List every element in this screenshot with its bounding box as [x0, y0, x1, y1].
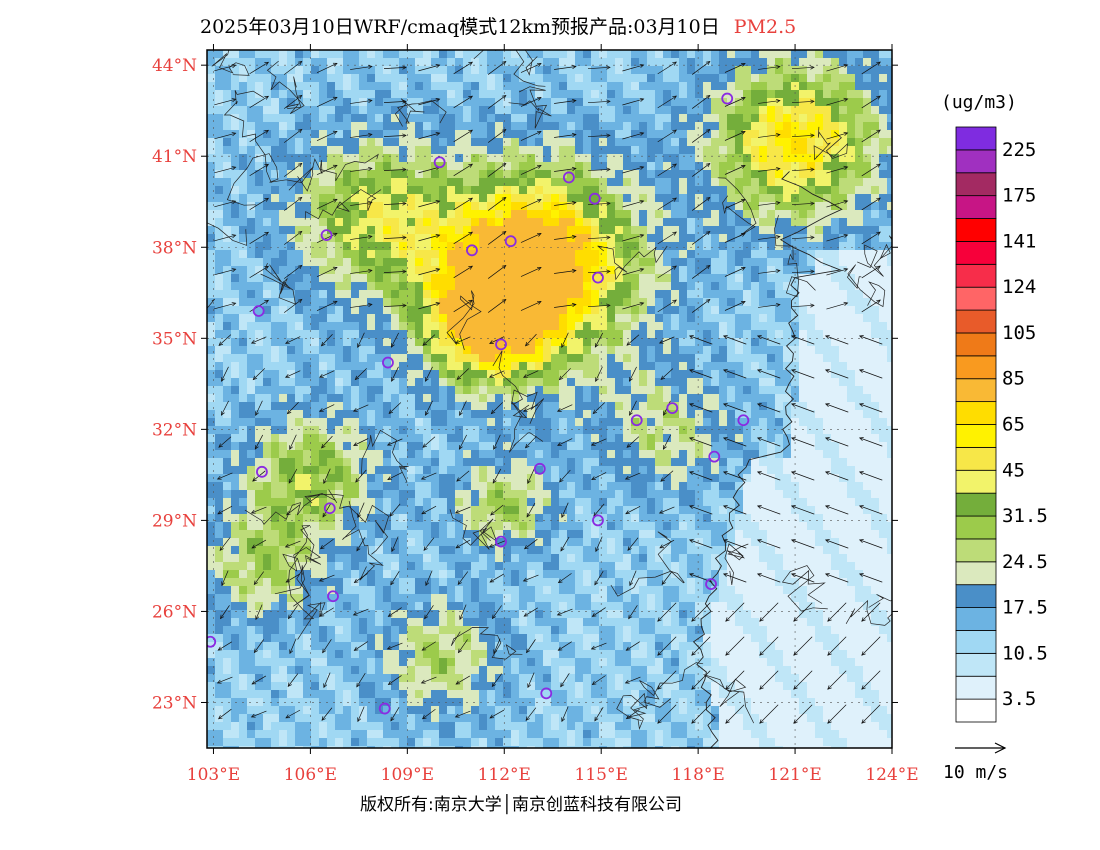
city-station-marker: [630, 414, 643, 427]
colorbar-label: 85: [1002, 368, 1025, 390]
colorbar-label: 17.5: [1002, 597, 1048, 619]
colorbar-swatch: [955, 424, 997, 448]
city-station-marker: [540, 687, 553, 700]
lon-tick-label: 106°E: [284, 765, 337, 785]
graticule: [207, 50, 892, 748]
lat-tick-label: 32°N: [152, 420, 197, 440]
colorbar-swatch: [955, 241, 997, 265]
lon-tick-label: 124°E: [865, 765, 918, 785]
colorbar-swatch: [955, 218, 997, 242]
city-station-marker: [382, 356, 394, 369]
map-frame: [206, 49, 893, 749]
lon-tick-label: 121°E: [768, 765, 821, 785]
colorbar-label: 45: [1002, 459, 1025, 481]
colorbar-unit: (ug/m3): [941, 92, 1017, 113]
province-borders: [207, 50, 892, 748]
colorbar-swatch: [955, 149, 997, 174]
colorbar-swatch: [955, 584, 997, 608]
pollution-field: [207, 50, 892, 748]
colorbar-label: 3.5: [1002, 688, 1036, 710]
city-station-marker: [666, 402, 679, 415]
lat-tick-label: 29°N: [152, 511, 197, 531]
lat-tick-label: 35°N: [152, 329, 197, 349]
city-station-marker: [592, 514, 604, 527]
colorbar-swatch: [955, 263, 997, 288]
lon-tick-label: 112°E: [478, 765, 531, 785]
colorbar-label: 65: [1002, 414, 1025, 436]
colorbar-swatch: [955, 492, 997, 517]
city-station-marker: [256, 465, 268, 478]
colorbar: (ug/m3) 3.5 10.5 17.5 24.5 31.5 45 65 85 105 124 1…: [941, 92, 1048, 723]
city-station-marker: [466, 244, 478, 257]
colorbar-swatch: [955, 607, 997, 631]
colorbar-swatch: [955, 332, 997, 357]
colorbar-swatch: [955, 446, 997, 471]
city-station-marker: [320, 229, 333, 242]
colorbar-swatch: [955, 538, 997, 563]
city-station-marker: [562, 171, 575, 184]
colorbar-swatch: [955, 355, 997, 380]
copyright-notice: 版权所有:南京大学│南京创蓝科技有限公司: [360, 795, 682, 815]
lon-tick-label: 118°E: [671, 765, 724, 785]
colorbar-label: 105: [1002, 322, 1036, 344]
title-main: 2025年03月10日WRF/cmaq模式12km预报产品:03月10日: [200, 16, 720, 38]
lon-tick-label: 109°E: [381, 765, 434, 785]
colorbar-swatch: [955, 195, 997, 219]
city-station-marker: [207, 635, 217, 648]
city-station-marker: [737, 414, 750, 427]
colorbar-swatch: [955, 698, 997, 723]
title-variable: PM2.5: [733, 16, 797, 38]
colorbar-label: 10.5: [1002, 642, 1048, 664]
colorbar-swatch: [955, 630, 997, 654]
city-stations: [207, 92, 750, 715]
colorbar-swatch: [955, 401, 997, 425]
city-station-marker: [252, 305, 265, 317]
lat-tick-label: 44°N: [152, 56, 197, 76]
city-station-marker: [495, 535, 507, 548]
lat-tick-label: 41°N: [152, 147, 197, 167]
lat-tick-label: 23°N: [152, 693, 197, 713]
city-station-marker: [504, 235, 517, 248]
colorbar-swatch: [955, 378, 997, 403]
colorbar-label: 141: [1002, 230, 1036, 252]
colorbar-swatch: [955, 286, 997, 311]
city-station-marker: [708, 450, 721, 463]
city-station-marker: [533, 462, 546, 475]
city-station-marker: [433, 156, 446, 169]
colorbar-swatch: [955, 126, 997, 151]
city-station-marker: [495, 338, 507, 351]
colorbar-swatch: [955, 309, 997, 334]
city-station-marker: [721, 92, 734, 105]
colorbar-swatch: [955, 561, 997, 586]
colorbar-label: 124: [1002, 276, 1036, 298]
city-station-marker: [378, 702, 391, 715]
map-axes: 44°N 41°N 38°N 35°N 32°N 29°N 26°N 23°N 103°E 106…: [152, 44, 919, 785]
colorbar-label: 175: [1002, 185, 1036, 207]
colorbar-swatch: [955, 675, 997, 700]
lon-tick-label: 115°E: [575, 765, 628, 785]
colorbar-swatch: [955, 652, 997, 677]
city-station-marker: [323, 502, 336, 515]
colorbar-label: 31.5: [1002, 505, 1048, 527]
colorbar-label: 225: [1002, 139, 1036, 161]
city-station-marker: [705, 578, 717, 591]
city-station-marker: [588, 192, 601, 205]
colorbar-swatch: [955, 469, 997, 494]
wind-legend: 10 m/s: [943, 742, 1008, 783]
lon-tick-label: 103°E: [187, 765, 240, 785]
colorbar-label: 24.5: [1002, 551, 1048, 573]
colorbar-swatch: [955, 515, 997, 540]
wind-legend-arrow-head: [994, 742, 1007, 754]
wind-legend-label: 10 m/s: [943, 762, 1008, 783]
page-title: 2025年03月10日WRF/cmaq模式12km预报产品:03月10日 PM2.…: [200, 12, 796, 39]
city-station-marker: [327, 590, 339, 603]
lat-tick-label: 38°N: [152, 238, 197, 258]
colorbar-swatch: [955, 172, 997, 197]
city-station-marker: [592, 271, 604, 284]
lat-tick-label: 26°N: [152, 602, 197, 622]
